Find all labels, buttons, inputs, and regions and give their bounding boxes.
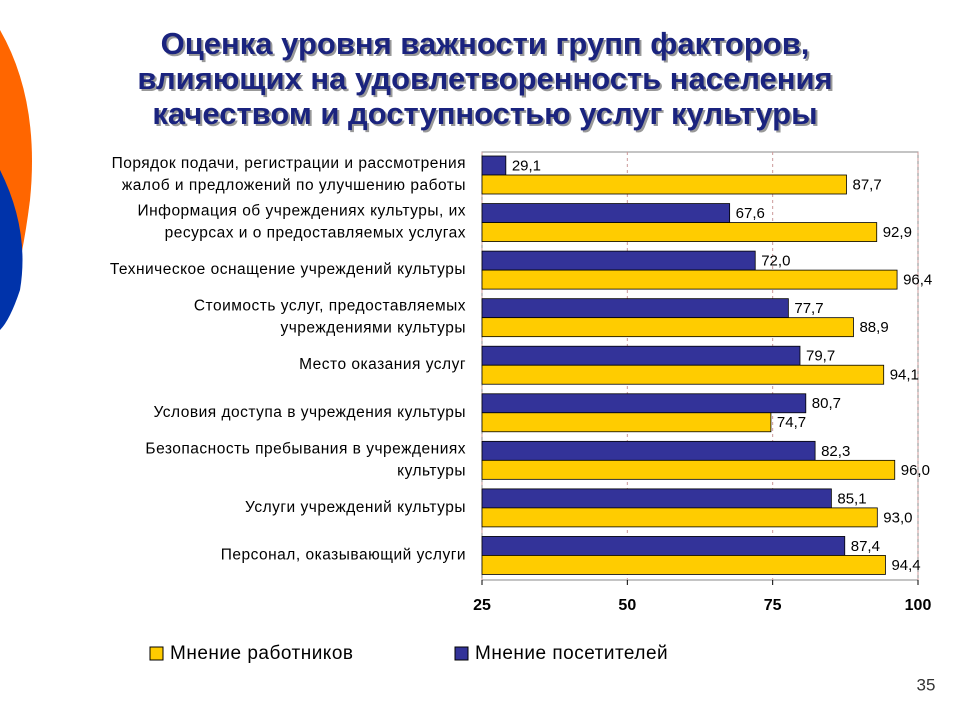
value-label: 93,0: [883, 509, 912, 526]
category-label: Порядок подачи, регистрации и рассмотрен…: [112, 155, 466, 194]
value-label: 72,0: [761, 253, 790, 270]
value-label: 94,1: [890, 367, 919, 384]
bar: [481, 555, 886, 575]
category-label: Место оказания услуг: [299, 356, 466, 373]
x-tick-label: 25: [473, 597, 491, 614]
page-number: 35: [917, 675, 936, 694]
x-tick-label: 75: [764, 597, 782, 614]
bar: [481, 459, 896, 480]
category-label: Стоимость услуг, предоставляемых учрежден…: [194, 298, 466, 337]
category-label: Информация об учреждениях культуры, их ре…: [137, 203, 466, 242]
category-label: Безопасность пребывания в учреждениях кул…: [145, 440, 466, 479]
x-tick-label: 50: [618, 597, 636, 614]
bar: [481, 507, 878, 528]
bar: [481, 269, 898, 290]
value-label: 82,3: [821, 443, 850, 460]
bar: [481, 393, 807, 414]
title-line: Оценка уровня важности групп факторов,: [161, 26, 810, 61]
category-label: Условия доступа в учреждения культуры: [153, 404, 466, 421]
legend-swatch: [149, 646, 164, 661]
bar: [481, 345, 801, 366]
title-shadow: качеством и доступностью услуг культуры: [154, 98, 819, 133]
value-label: 80,7: [812, 395, 841, 412]
bar: [481, 155, 507, 176]
value-label: 79,7: [806, 348, 835, 365]
value-label: 67,6: [736, 205, 765, 222]
bar: [481, 298, 789, 319]
value-label: 29,1: [512, 157, 541, 174]
category-label: Техническое оснащение учреждений культур…: [110, 261, 466, 278]
legend-swatch: [454, 646, 469, 661]
bar: [481, 250, 756, 271]
x-tick-label: 100: [905, 597, 932, 614]
bar: [481, 536, 846, 556]
value-label: 88,9: [859, 319, 888, 336]
bar: [481, 222, 878, 242]
value-label: 94,4: [891, 557, 920, 574]
value-label: 92,9: [883, 224, 912, 241]
bar: [481, 203, 731, 223]
category-label: Персонал, оказывающий услуги: [221, 547, 466, 564]
bar: [481, 488, 832, 509]
category-label: Услуги учреждений культуры: [245, 499, 466, 516]
title-line: качеством и доступностью услуг культуры: [152, 96, 817, 131]
legend-label: Мнение посетителей: [475, 643, 668, 664]
title-shadow: влияющих на удовлетворенность населения: [139, 63, 834, 98]
bar: [481, 317, 854, 338]
value-label: 74,7: [777, 414, 806, 431]
bar: [481, 174, 847, 195]
value-label: 87,7: [852, 176, 881, 193]
value-label: 96,4: [903, 272, 932, 289]
bar: [481, 412, 772, 433]
value-label: 85,1: [837, 490, 866, 507]
value-label: 96,0: [901, 462, 930, 479]
bar: [481, 440, 816, 461]
title-line: влияющих на удовлетворенность населения: [137, 61, 832, 96]
bar: [481, 364, 885, 385]
legend-label: Мнение работников: [170, 643, 354, 664]
title-shadow: Оценка уровня важности групп факторов,: [163, 28, 812, 63]
value-label: 87,4: [851, 538, 880, 555]
value-label: 77,7: [794, 300, 823, 317]
decor: [0, 170, 23, 330]
